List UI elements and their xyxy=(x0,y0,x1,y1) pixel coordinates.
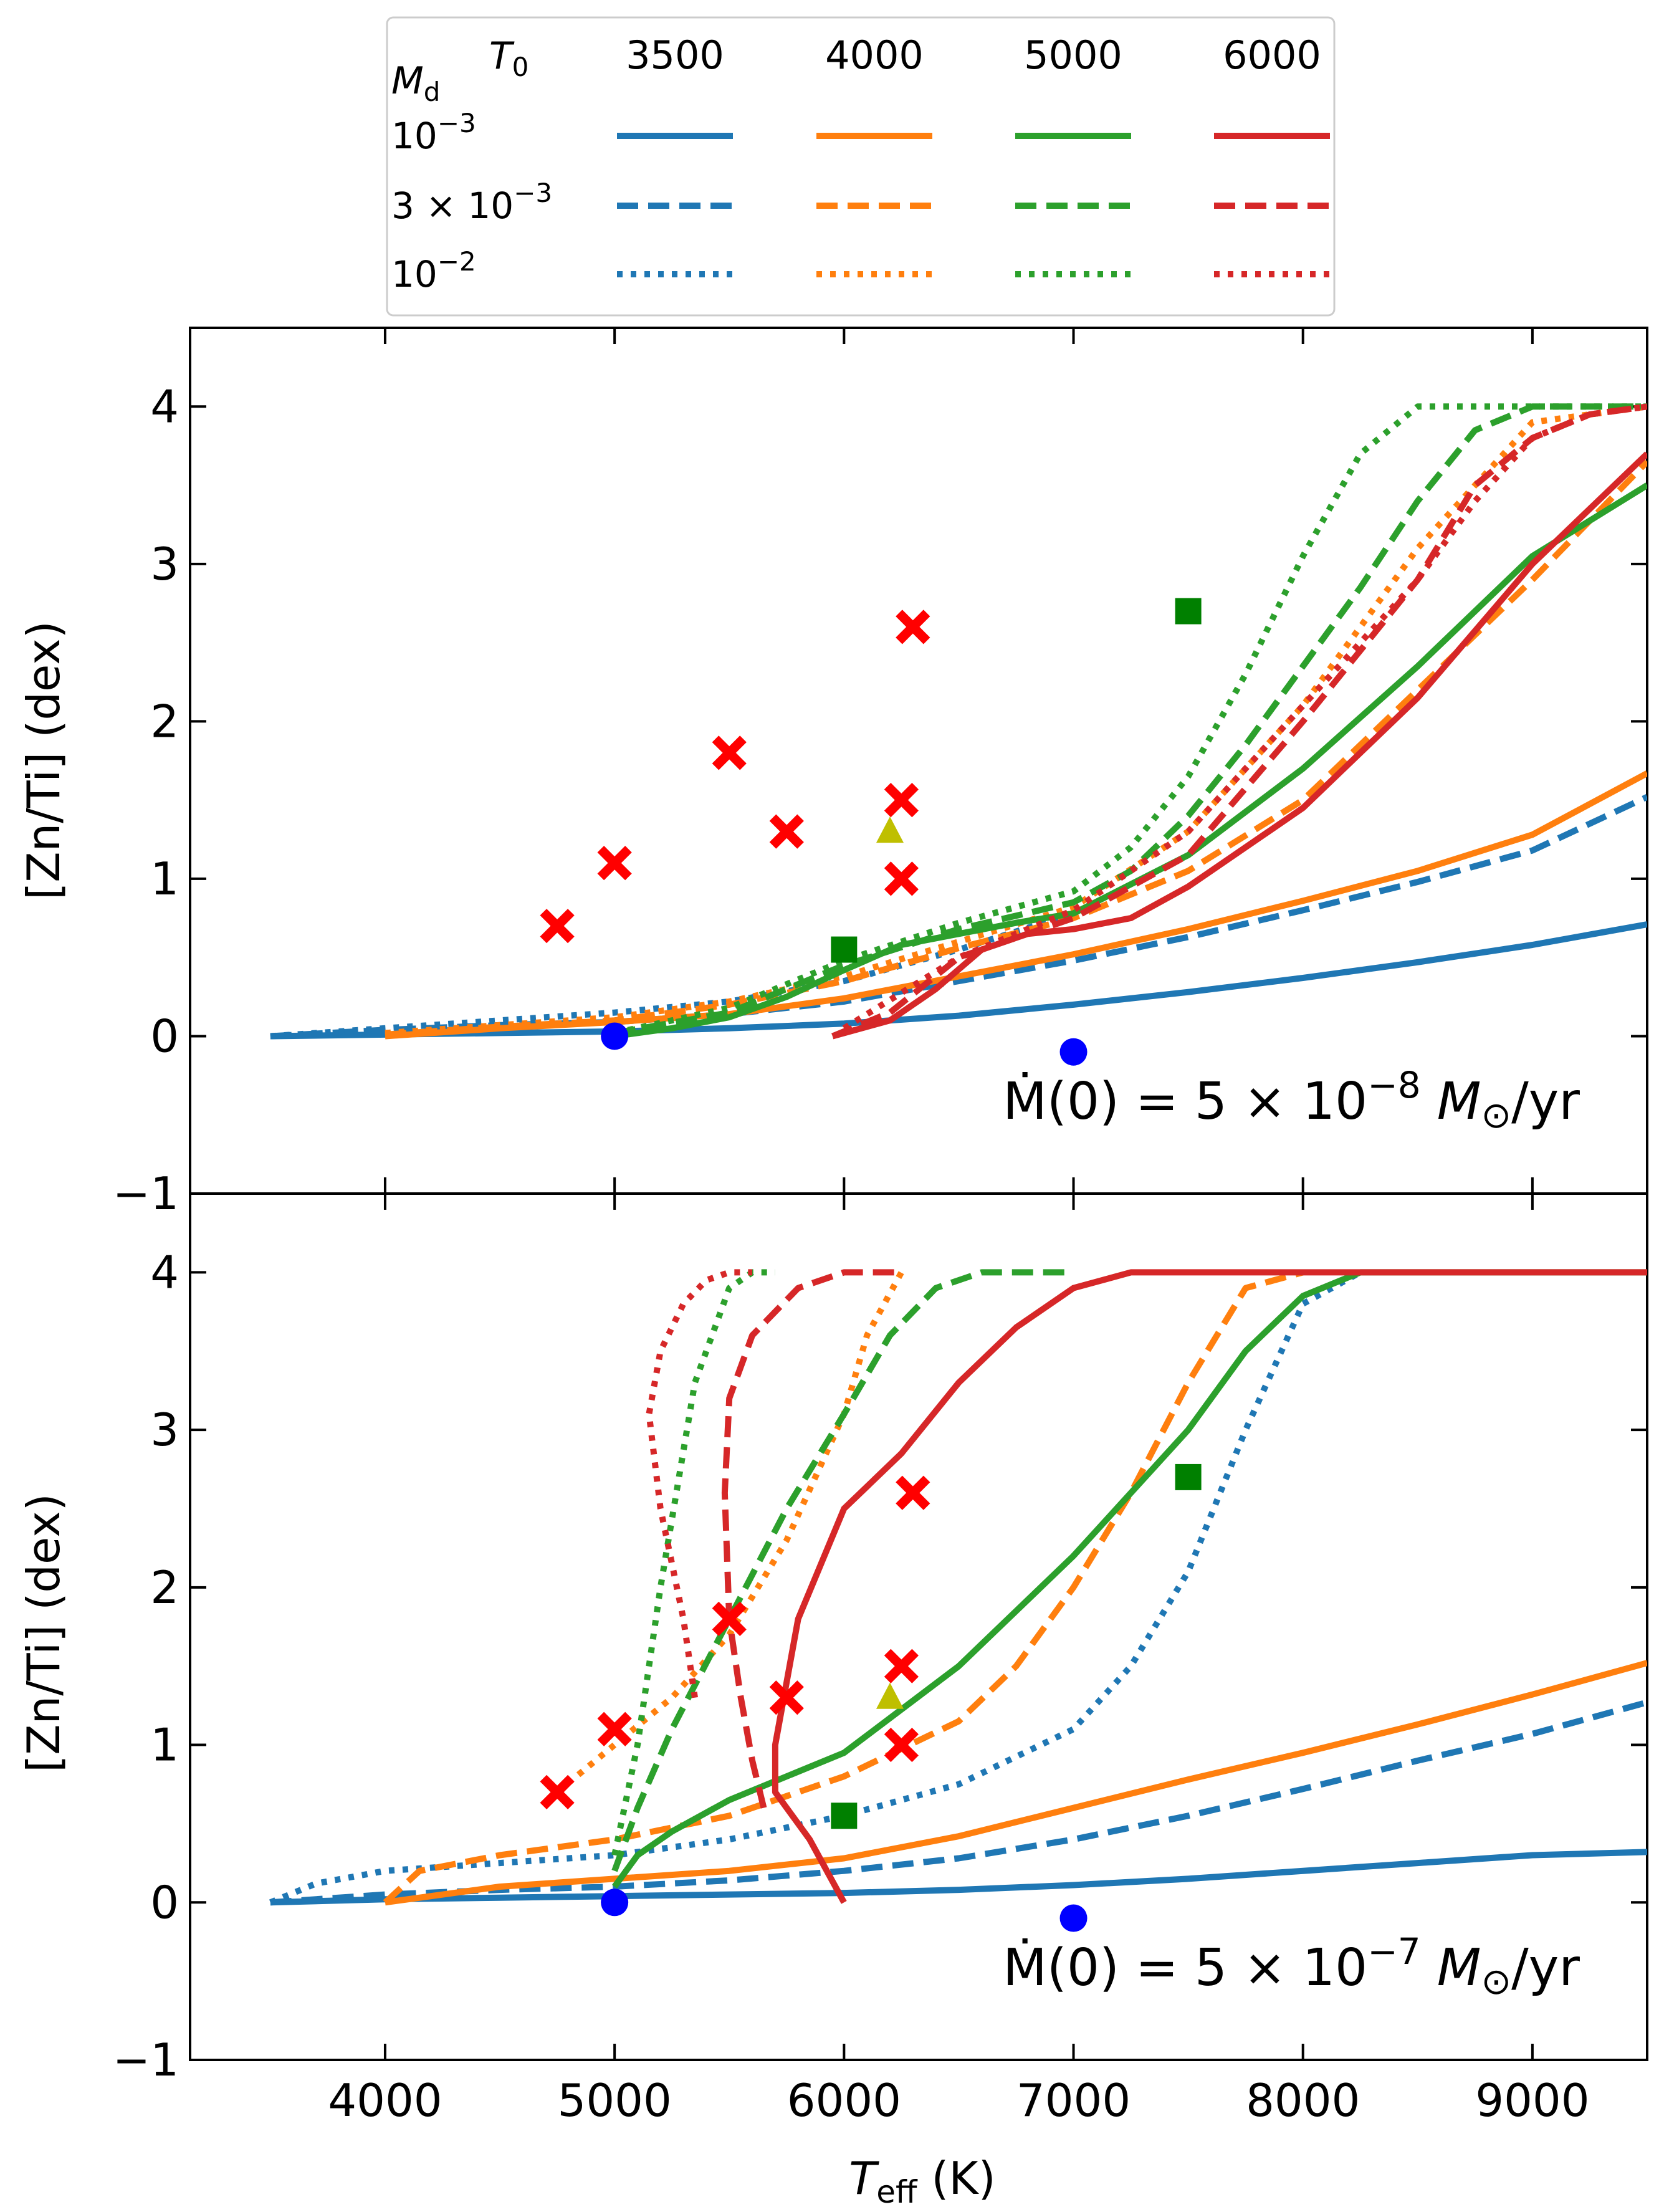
marker-x xyxy=(597,1712,632,1746)
marker-x xyxy=(884,1649,919,1683)
mdot-annotation: Ṁ(0) = 5 × 10−7 M⊙/yr xyxy=(1003,1930,1580,2003)
plot-frame xyxy=(189,1192,1648,2061)
legend-col-label: 3500 xyxy=(626,32,724,78)
legend: Md T0 3500 4000 5000 6000 10−3 3 × 10−3 10−2 xyxy=(386,16,1336,317)
series-line xyxy=(385,770,1647,1040)
x-tick-label: 6000 xyxy=(787,2074,901,2127)
x-axis-label: Teff (K) xyxy=(849,2152,995,2210)
marker-x xyxy=(884,861,919,896)
series-line xyxy=(270,1699,1647,1906)
marker-circle xyxy=(1059,1904,1088,1932)
y-axis-label-bottom: [Zn/Ti] (dex) xyxy=(17,1493,70,1773)
y-tick-label: −1 xyxy=(113,1167,179,1220)
panel-top: −1 0 1 2 3 4 Ṁ(0) = 5 × 10−8 M⊙/yr xyxy=(113,327,1648,1220)
series-line xyxy=(270,794,1647,1040)
series-line xyxy=(555,1271,904,1795)
y-tick-label: 2 xyxy=(150,1561,179,1614)
series-line xyxy=(614,403,1647,1037)
series-line xyxy=(772,1269,1647,1904)
series-line xyxy=(721,1269,902,1809)
x-tick-label: 8000 xyxy=(1246,2074,1360,2127)
y-tick-label: 1 xyxy=(150,1719,179,1771)
marker-x xyxy=(712,735,747,770)
y-tick-label: 3 xyxy=(150,538,179,590)
marker-x xyxy=(884,783,919,818)
y-tick-label: 4 xyxy=(150,380,179,433)
series-line xyxy=(646,1269,753,1698)
marker-triangle xyxy=(876,816,904,843)
y-tick-label: 1 xyxy=(150,853,179,905)
marker-x xyxy=(769,814,804,849)
marker-circle xyxy=(601,1022,629,1050)
marker-circle xyxy=(1059,1038,1088,1066)
legend-col-label: 6000 xyxy=(1223,32,1321,78)
x-tick-label: 5000 xyxy=(558,2074,672,2127)
x-tick-label: 9000 xyxy=(1475,2074,1589,2127)
legend-header-t0: T0 xyxy=(489,34,528,82)
legend-row-label: 10−2 xyxy=(391,246,476,295)
series-line xyxy=(385,403,1647,1037)
series-line xyxy=(611,1269,1074,1872)
marker-x xyxy=(884,1727,919,1763)
series-line xyxy=(385,1660,1647,1906)
series-line xyxy=(842,403,1647,1032)
panel-bottom: 4000 5000 6000 7000 8000 9000 −1 0 1 2 3 4 Ṁ(0) = 5 … xyxy=(113,1192,1648,2127)
marker-square xyxy=(831,936,858,963)
series-line xyxy=(831,451,1647,1040)
marker-square xyxy=(1175,598,1202,625)
series-line xyxy=(270,921,1647,1040)
legend-col-label: 4000 xyxy=(825,32,924,78)
series-line xyxy=(614,482,1647,1040)
x-tick-label: 4000 xyxy=(328,2074,442,2127)
marker-x xyxy=(540,1774,575,1809)
marker-x xyxy=(597,846,632,881)
series-line xyxy=(383,1269,1304,1905)
legend-frame xyxy=(386,16,1336,317)
y-tick-label: 2 xyxy=(150,695,179,747)
legend-row-label: 10−3 xyxy=(391,108,476,157)
marker-x xyxy=(769,1680,804,1715)
y-tick-label: 0 xyxy=(150,1876,179,1928)
series-line xyxy=(385,459,1647,1038)
marker-circle xyxy=(601,1889,629,1917)
series-line xyxy=(831,403,1647,1040)
marker-square xyxy=(1175,1463,1202,1490)
legend-row-label: 3 × 10−3 xyxy=(391,178,552,227)
x-tick-label: 7000 xyxy=(1016,2074,1131,2127)
legend-col-label: 5000 xyxy=(1024,32,1122,78)
series-line xyxy=(269,1270,1362,1905)
marker-triangle xyxy=(876,1682,904,1709)
y-tick-label: 3 xyxy=(150,1404,179,1456)
marker-x xyxy=(896,1475,930,1510)
marker-x xyxy=(540,909,575,944)
series-line xyxy=(270,1849,1647,1906)
plot-frame xyxy=(189,327,1648,1195)
marker-x xyxy=(896,610,930,644)
y-tick-label: 0 xyxy=(150,1010,179,1062)
y-tick-label: 4 xyxy=(150,1246,179,1298)
y-tick-label: −1 xyxy=(113,2034,179,2086)
marker-x xyxy=(712,1601,747,1636)
marker-square xyxy=(831,1803,858,1829)
mdot-annotation: Ṁ(0) = 5 × 10−8 M⊙/yr xyxy=(1003,1064,1580,1136)
legend-header-md: Md xyxy=(391,59,440,107)
y-axis-label-top: [Zn/Ti] (dex) xyxy=(17,621,70,900)
series-line xyxy=(614,403,1647,1037)
